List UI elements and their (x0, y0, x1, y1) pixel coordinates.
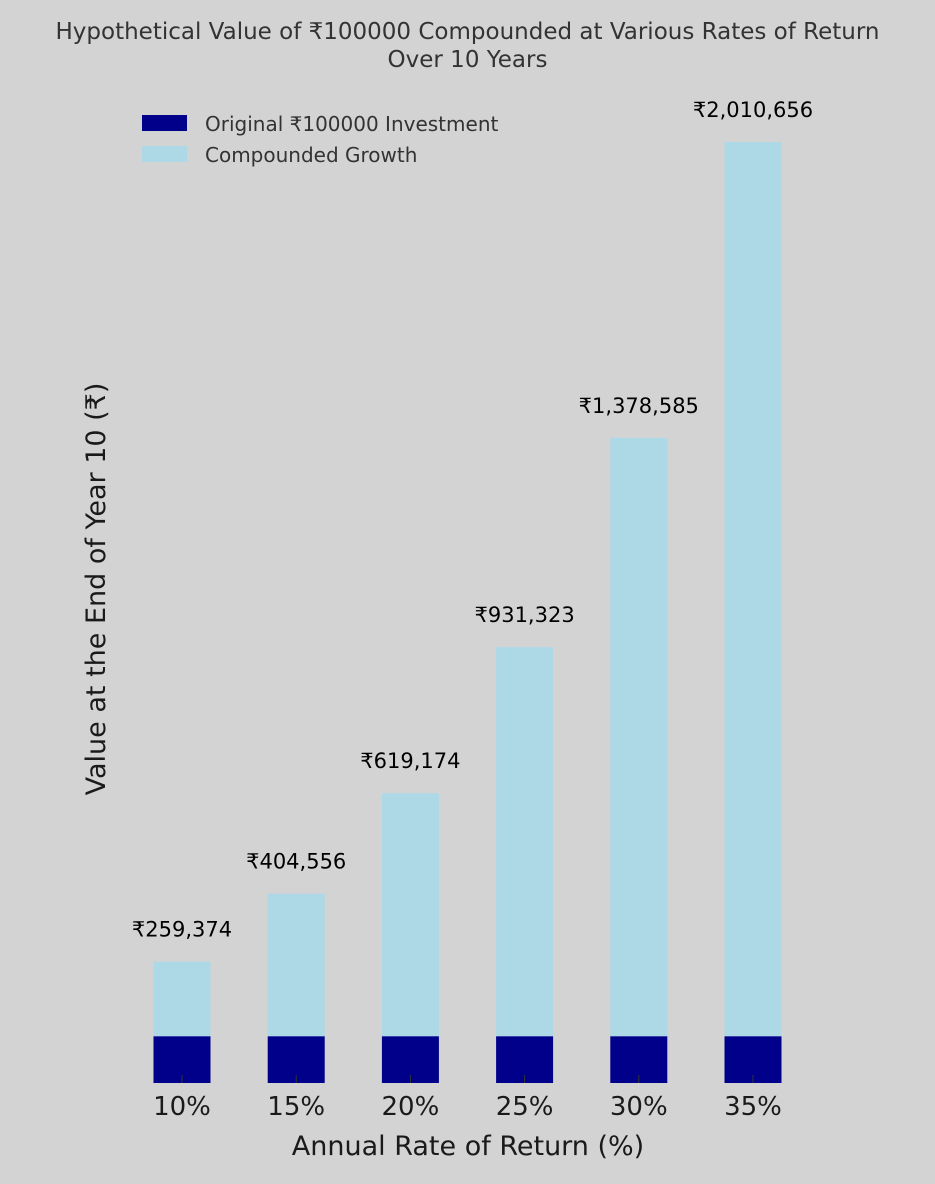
y-axis-label: Value at the End of Year 10 (₹) (81, 383, 112, 796)
data-label: ₹2,010,656 (693, 98, 813, 122)
bar-growth-30% (610, 437, 668, 1037)
x-tick-label: 10% (153, 1092, 211, 1122)
legend-label-growth: Compounded Growth (205, 143, 417, 167)
bars-layer (153, 142, 782, 1083)
x-axis-label: Annual Rate of Return (%) (292, 1131, 644, 1162)
x-tick-label: 35% (724, 1092, 782, 1122)
data-label: ₹931,323 (474, 603, 574, 627)
x-ticks-layer: 10% 15% 20% 25% 30% 35% (153, 1075, 782, 1122)
legend-swatch-growth (142, 146, 187, 162)
legend-swatch-original (142, 115, 187, 131)
data-label: ₹1,378,585 (579, 394, 699, 418)
bar-growth-10% (153, 961, 211, 1037)
bar-growth-20% (381, 793, 439, 1037)
chart-title-line-1: Hypothetical Value of ₹100000 Compounded… (56, 19, 880, 45)
x-tick-label: 30% (610, 1092, 668, 1122)
data-label: ₹619,174 (360, 749, 460, 773)
x-tick-label: 15% (267, 1092, 325, 1122)
x-tick-label: 20% (382, 1092, 440, 1122)
legend: Original ₹100000 Investment Compounded G… (142, 112, 498, 167)
x-tick-label: 25% (496, 1092, 554, 1122)
bar-growth-25% (496, 647, 554, 1037)
bar-growth-35% (724, 142, 782, 1037)
bar-growth-15% (267, 893, 325, 1037)
data-labels-layer: ₹259,374 ₹404,556 ₹619,174 ₹931,323 ₹1,378,5… (132, 98, 813, 942)
data-label: ₹259,374 (132, 918, 232, 942)
legend-label-original: Original ₹100000 Investment (205, 112, 498, 136)
chart-title-line-2: Over 10 Years (388, 47, 548, 73)
data-label: ₹404,556 (246, 850, 346, 874)
